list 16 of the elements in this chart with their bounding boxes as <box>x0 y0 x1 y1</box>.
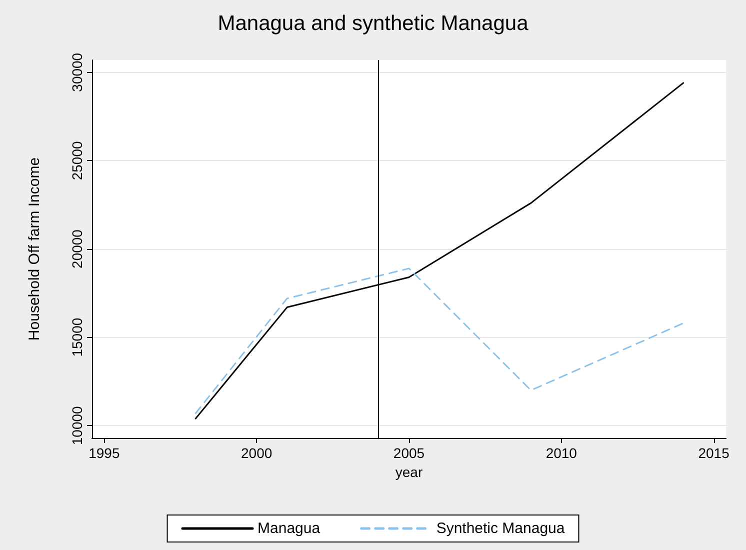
y-tick-label: 30000 <box>69 52 85 92</box>
y-tick-label: 15000 <box>69 318 85 357</box>
y-tick-label: 20000 <box>69 229 85 268</box>
line-series <box>194 268 684 414</box>
x-tick-label: 1995 <box>88 445 120 461</box>
x-tick-label: 2015 <box>698 445 730 461</box>
x-tick-label: 2010 <box>546 445 578 461</box>
y-tick-label: 25000 <box>69 141 85 180</box>
legend-label: Synthetic Managua <box>436 520 566 537</box>
legend-label: Managua <box>258 520 321 537</box>
x-tick-label: 2000 <box>241 445 272 461</box>
chart-title: Managua and synthetic Managua <box>218 12 529 35</box>
y-axis-title: Household Off farm Income <box>26 157 43 341</box>
x-axis-title: year <box>395 464 423 480</box>
y-tick-label: 10000 <box>69 406 85 446</box>
x-tick-label: 2005 <box>393 445 425 461</box>
